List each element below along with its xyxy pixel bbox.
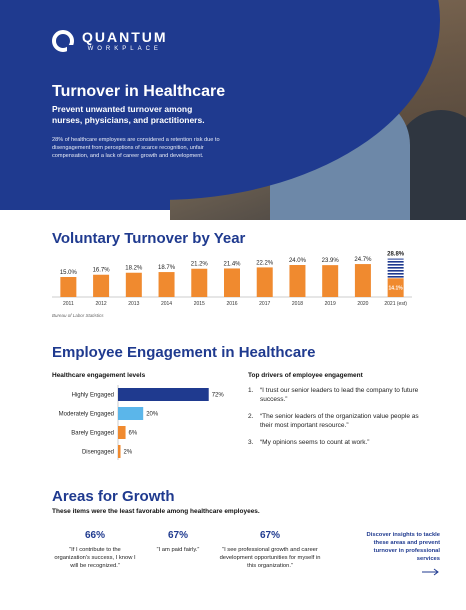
bar-value-label: 2%: [124, 450, 133, 456]
bar-value-label: 22.2%: [256, 260, 274, 266]
x-tick-label: 2018: [292, 301, 303, 307]
growth-subtitle: These items were the least favorable amo…: [52, 508, 260, 515]
engagement-title: Employee Engagement in Healthcare: [52, 344, 316, 361]
bar: [289, 265, 306, 297]
driver-item: 2. “The senior leaders of the organizatio…: [248, 413, 419, 429]
bar: [118, 426, 126, 439]
x-tick-label: 2016: [226, 301, 237, 307]
stat-percent: 67%: [167, 530, 188, 541]
bar-value-label: 21.2%: [191, 262, 209, 268]
bar-value-label: 28.8%: [387, 252, 405, 258]
x-tick-label: 2015: [194, 301, 205, 307]
x-tick-label: 2011: [63, 301, 74, 307]
cta-link[interactable]: Discover insights to tackle these areas …: [366, 532, 440, 562]
hero-subtitle: Prevent unwanted turnover among nurses, …: [52, 104, 205, 125]
page-title: Turnover in Healthcare: [52, 83, 226, 100]
growth-stat: 66% “If I contribute to the organization…: [52, 530, 138, 570]
quantum-logo: QUANTUM WORKPLACE: [52, 29, 168, 53]
bar: [60, 277, 77, 297]
category-label: Disengaged: [82, 450, 114, 456]
bar-value-label: 23.9%: [322, 258, 340, 264]
bar-estimate-base: [387, 278, 404, 297]
x-tick-label: 2021 (est): [384, 301, 407, 307]
bar: [118, 388, 209, 401]
x-tick-label: 2014: [161, 301, 172, 307]
hero-body: 28% of healthcare employees are consider…: [52, 137, 220, 159]
x-tick-label: 2020: [357, 301, 368, 307]
bar-value-label: 6%: [129, 431, 138, 437]
bar: [125, 272, 142, 297]
bar: [354, 264, 371, 297]
stat-percent: 66%: [84, 530, 105, 541]
x-tick-label: 2012: [96, 301, 107, 307]
growth-stat: 67% “I see professional growth and caree…: [218, 530, 322, 570]
drivers-heading: Top drivers of employee engagement: [248, 372, 363, 379]
drivers-list: 1. “I trust our senior leaders to lead th…: [248, 386, 428, 455]
stat-quote: “I see professional growth and career de…: [219, 547, 321, 569]
driver-item: 1. “I trust our senior leaders to lead th…: [248, 387, 419, 403]
engagement-levels-heading: Healthcare engagement levels: [52, 372, 146, 379]
hero-banner: QUANTUM WORKPLACE Turnover in Healthcare…: [0, 0, 466, 220]
driver-item: 3. “My opinions seems to count at work.”: [248, 439, 370, 446]
bar-value-label: 20%: [146, 412, 159, 418]
logo-name: QUANTUM: [82, 29, 168, 45]
growth-title: Areas for Growth: [52, 488, 175, 505]
growth-stat: 67% “I am paid fairly.”: [146, 530, 210, 554]
x-tick-label: 2019: [325, 301, 336, 307]
bar-value-label: 16.7%: [93, 268, 111, 274]
bar: [256, 267, 273, 297]
stat-quote: “I am paid fairly.”: [156, 547, 200, 553]
x-tick-label: 2013: [128, 301, 139, 307]
stat-quote: “If I contribute to the organization's s…: [54, 547, 136, 569]
bar: [158, 272, 175, 297]
bar-value-label: 72%: [212, 393, 225, 399]
turnover-chart: 15.0% 2011 16.7% 2012 18.2% 2013 18.7% 2014 21.2…: [52, 252, 412, 307]
category-label: Highly Engaged: [72, 393, 114, 399]
x-tick-label: 2017: [259, 301, 270, 307]
source-note: Bureau of Labor Statistics: [52, 313, 104, 318]
bar-value-label: 18.2%: [125, 266, 143, 272]
bar-estimate-top: [387, 258, 404, 279]
engagement-chart: Highly Engaged 72% Moderately Engaged 20% Ba…: [59, 385, 225, 460]
bar: [93, 274, 110, 297]
logo-sub: WORKPLACE: [87, 46, 162, 52]
bar: [322, 265, 339, 297]
bar: [118, 407, 144, 420]
logo-icon: [52, 30, 75, 53]
estimate-label: 14.1%: [389, 286, 404, 292]
bar-value-label: 24.0%: [289, 258, 307, 264]
category-label: Moderately Engaged: [59, 412, 114, 418]
bar-value-label: 21.4%: [223, 261, 241, 267]
category-label: Barely Engaged: [71, 431, 114, 437]
bar: [191, 268, 208, 297]
bar: [224, 268, 240, 297]
turnover-title: Voluntary Turnover by Year: [52, 230, 246, 247]
bar-value-label: 24.7%: [354, 257, 372, 263]
bar-value-label: 15.0%: [60, 270, 78, 276]
arrow-right-icon[interactable]: [422, 568, 440, 576]
bar-value-label: 18.7%: [158, 265, 176, 271]
stat-percent: 67%: [259, 530, 280, 541]
bar: [118, 445, 121, 458]
